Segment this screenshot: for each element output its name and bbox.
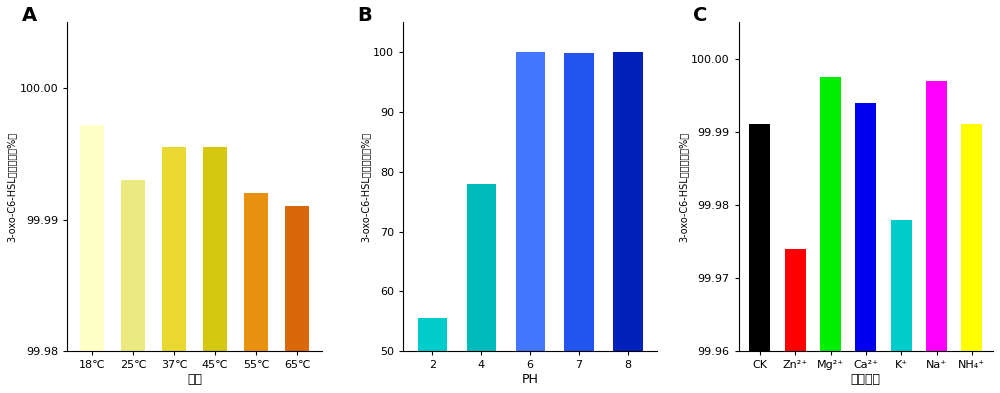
X-axis label: 金属离子: 金属离子 [851,373,881,386]
Bar [820,77,841,351]
Bar [926,81,947,351]
Bar [467,184,496,351]
Bar [961,125,982,351]
Bar [203,147,227,351]
Bar [516,52,545,351]
Bar [785,249,806,351]
Y-axis label: 3-oxo-C6-HSL的降解量（%）: 3-oxo-C6-HSL的降解量（%） [360,132,370,242]
Bar [891,220,912,351]
X-axis label: PH: PH [522,373,539,386]
Bar [418,318,447,351]
Text: A: A [22,6,37,25]
Bar [749,125,770,351]
Text: B: B [357,6,372,25]
X-axis label: 温度: 温度 [187,373,202,386]
Bar [244,193,268,351]
Y-axis label: 3-oxo-C6-HSL的降解量（%）: 3-oxo-C6-HSL的降解量（%） [678,132,688,242]
Bar [162,147,186,351]
Bar [855,103,876,351]
Bar [564,53,594,351]
Text: C: C [693,6,707,25]
Bar [121,180,145,351]
Bar [285,206,309,351]
Bar [613,52,643,351]
Bar [80,125,104,351]
Y-axis label: 3-oxo-C6-HSL的降解量（%）: 3-oxo-C6-HSL的降解量（%） [7,132,17,242]
